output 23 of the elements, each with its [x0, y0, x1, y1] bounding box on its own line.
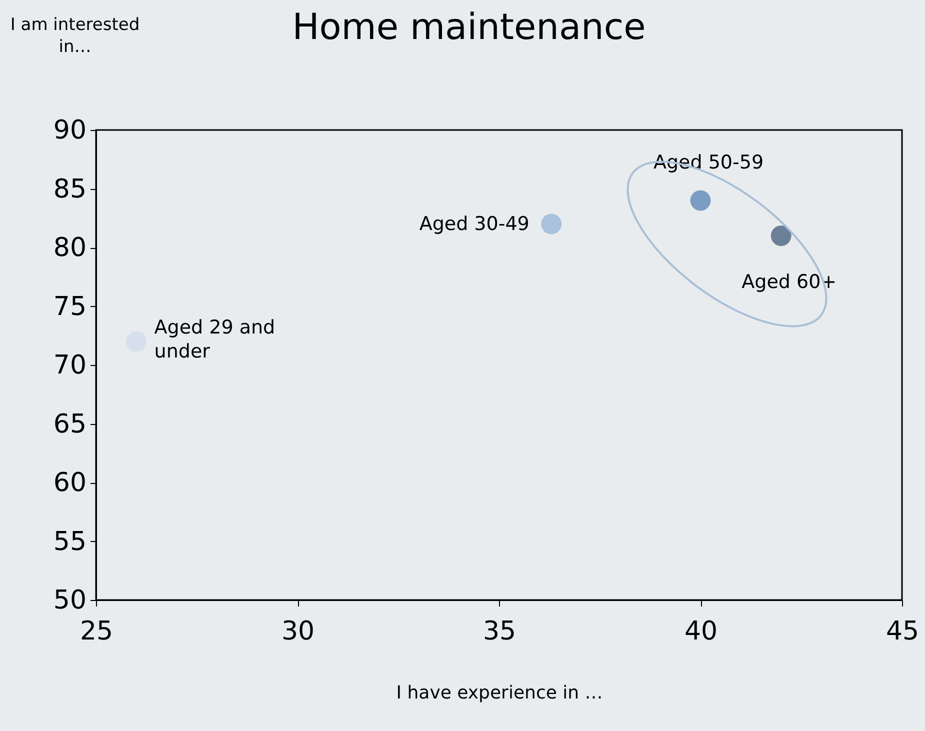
series-label: Aged 60+: [742, 270, 837, 293]
x-axis-title: I have experience in …: [396, 682, 603, 704]
y-tick-label: 60: [53, 468, 86, 498]
series-label: Aged 30-49: [419, 213, 530, 235]
y-tick-label: 65: [53, 409, 86, 440]
x-tick-label: 40: [684, 616, 718, 646]
y-tick-label: 90: [53, 116, 86, 146]
y-tick-label: 55: [53, 526, 86, 557]
series-label: Aged 29 and under: [154, 316, 276, 362]
x-tick-label: 25: [80, 616, 114, 646]
y-tick-label: 50: [53, 586, 86, 616]
y-tick-label: 70: [53, 350, 86, 380]
y-axis-title: I am interested in…: [9, 14, 141, 58]
x-tick-label: 45: [886, 616, 920, 646]
y-tick-label: 80: [53, 233, 86, 263]
x-tick-label: 35: [482, 616, 516, 646]
point: [541, 214, 562, 234]
x-tick-label: 30: [281, 616, 315, 646]
y-tick-label: 85: [53, 174, 86, 204]
point: [690, 190, 711, 211]
point: [770, 226, 792, 246]
chart-title: Home maintenance: [292, 7, 646, 48]
y-tick-label: 75: [53, 292, 86, 322]
